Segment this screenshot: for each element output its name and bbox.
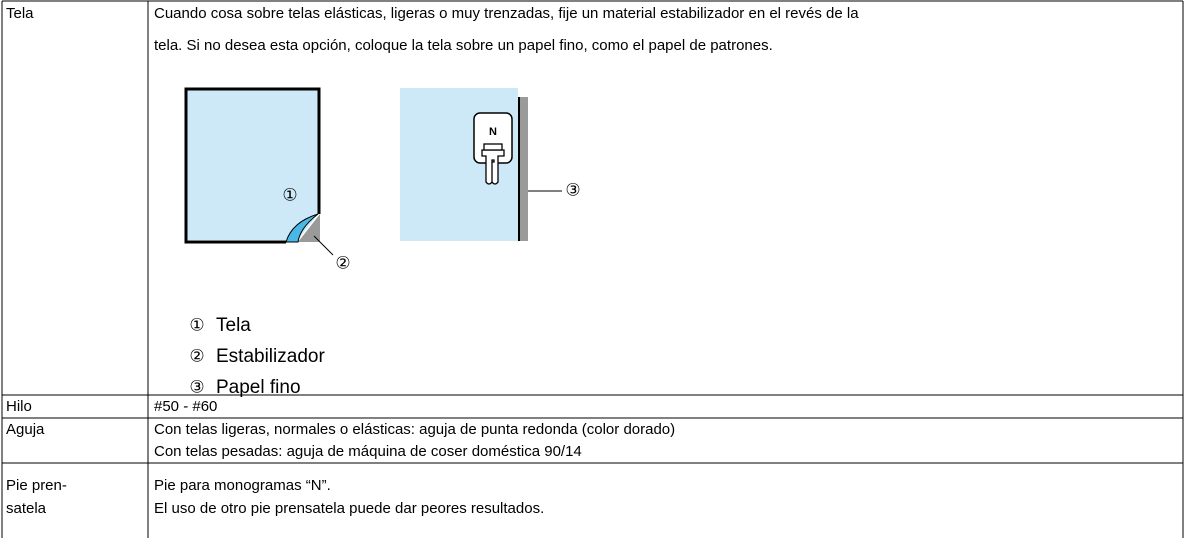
- callout: ①: [282, 185, 297, 204]
- legend-marker: ③: [189, 377, 204, 396]
- row-label: Tela: [6, 5, 34, 22]
- row-content: #50 - #60: [154, 398, 217, 415]
- fabric-edge: [518, 97, 520, 241]
- foot-letter: N: [489, 126, 497, 138]
- callout: ③: [565, 180, 580, 199]
- stabilizer: [298, 214, 320, 242]
- presser-foot-sole: [481, 149, 505, 185]
- row-label: Pie pren-: [6, 477, 67, 494]
- legend-label: Estabilizador: [216, 346, 325, 367]
- fabric-curl: [285, 213, 319, 243]
- presser-foot-bar: [483, 143, 503, 151]
- paper: [518, 97, 528, 241]
- callout: ②: [335, 253, 350, 272]
- row-content: Pie para monogramas “N”.: [154, 477, 331, 494]
- legend-label: Tela: [216, 315, 251, 336]
- legend-label: Papel fino: [216, 377, 301, 398]
- row-content: Con telas pesadas: aguja de máquina de c…: [154, 443, 582, 460]
- row-content: Con telas ligeras, normales o elásticas:…: [154, 421, 675, 438]
- legend-marker: ②: [189, 346, 204, 365]
- fabric: [400, 88, 518, 241]
- fabric-outline: [184, 87, 321, 244]
- leader-line: [313, 235, 334, 256]
- row-content: El uso de otro pie prensatela puede dar …: [154, 500, 544, 517]
- paper-illustration: [400, 88, 562, 241]
- row-label: Hilo: [6, 398, 32, 415]
- fabric-illustration: [184, 87, 334, 256]
- fabric: [187, 90, 318, 240]
- row-content: tela. Si no desea esta opción, coloque l…: [154, 37, 773, 54]
- row-label: Aguja: [6, 421, 45, 438]
- legend-marker: ①: [189, 315, 204, 334]
- row-label: satela: [6, 500, 47, 517]
- row-content: Cuando cosa sobre telas elásticas, liger…: [154, 5, 859, 22]
